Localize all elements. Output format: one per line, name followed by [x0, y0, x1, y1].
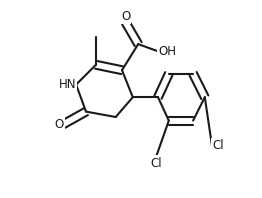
Text: Cl: Cl	[212, 139, 224, 152]
Text: O: O	[54, 118, 63, 131]
Text: OH: OH	[158, 45, 176, 58]
Text: Cl: Cl	[150, 157, 162, 170]
Text: HN: HN	[59, 78, 76, 91]
Text: O: O	[121, 10, 130, 23]
